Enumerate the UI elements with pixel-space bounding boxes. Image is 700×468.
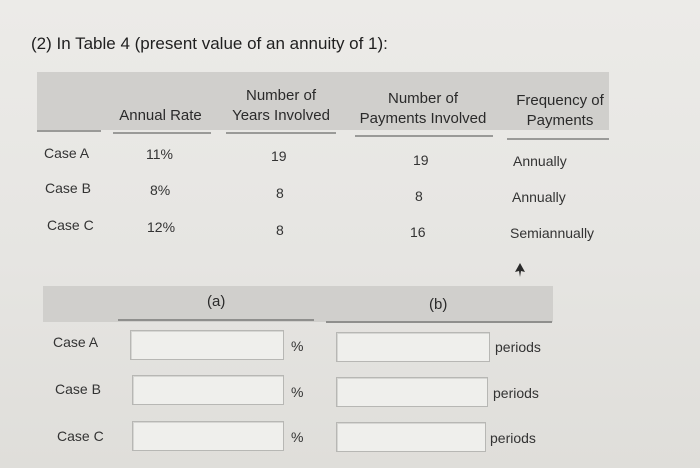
header-frequency-line-2: Payments [526, 112, 594, 129]
answer-row-case-a: Case A [53, 334, 99, 350]
table-row-case-c: Case C [47, 217, 94, 233]
answer-b-input-case-c[interactable] [336, 422, 486, 452]
header-rule-rate [113, 132, 211, 134]
table-row-case-b: Case B [45, 180, 91, 196]
periods-unit-case-a: periods [495, 339, 541, 355]
answer-rule-a [118, 319, 314, 321]
header-annual-rate: Annual Rate [119, 107, 202, 124]
answer-header-band [43, 286, 553, 322]
cell-frequency-b: Annually [512, 189, 566, 205]
percent-unit-case-c: % [291, 429, 304, 445]
cell-years-b: 8 [276, 185, 284, 201]
answer-row-case-c: Case C [57, 428, 104, 444]
header-rule-case [37, 130, 101, 132]
cell-years-c: 8 [276, 222, 284, 238]
answer-a-input-case-a[interactable] [130, 330, 284, 360]
percent-unit-case-b: % [291, 384, 304, 400]
table-header-band [37, 72, 609, 130]
cell-rate-a: 11% [146, 146, 173, 162]
cell-payments-b: 8 [415, 188, 423, 204]
cell-years-a: 19 [271, 148, 287, 164]
header-years-line-2: Years Involved [232, 107, 330, 124]
header-rule-frequency [507, 138, 609, 140]
mouse-pointer-icon [514, 263, 526, 282]
header-frequency-line-1: Frequency of [516, 92, 604, 109]
cell-frequency-c: Semiannually [510, 225, 595, 241]
answer-b-input-case-b[interactable] [336, 377, 488, 407]
header-payments-involved: Number of Payments Involved [355, 89, 491, 129]
table-row-case-a: Case A [44, 145, 90, 161]
header-years-line-1: Number of [245, 87, 317, 104]
header-frequency: Frequency of Payments [507, 91, 613, 131]
answer-a-input-case-c[interactable] [132, 421, 284, 451]
header-payments-line-2: Payments Involved [359, 110, 487, 127]
answer-header-a: (a) [207, 293, 226, 310]
periods-unit-case-b: periods [493, 385, 539, 401]
cell-rate-b: 8% [150, 182, 171, 198]
cell-frequency-a: Annually [513, 153, 567, 169]
answer-rule-b [326, 321, 552, 323]
percent-unit-case-a: % [291, 338, 304, 354]
answer-header-b: (b) [429, 296, 448, 313]
cell-payments-c: 16 [410, 224, 426, 240]
periods-unit-case-c: periods [490, 430, 536, 446]
header-rule-years [226, 132, 336, 134]
header-payments-line-1: Number of [387, 90, 459, 107]
answer-a-input-case-b[interactable] [132, 375, 284, 405]
header-rule-payments [355, 135, 493, 137]
cell-rate-c: 12% [147, 219, 176, 235]
question-title: (2) In Table 4 (present value of an annu… [31, 34, 388, 53]
header-years-involved: Number of Years Involved [226, 86, 336, 126]
answer-b-input-case-a[interactable] [336, 332, 490, 362]
answer-row-case-b: Case B [55, 381, 101, 397]
cell-payments-a: 19 [413, 152, 429, 168]
